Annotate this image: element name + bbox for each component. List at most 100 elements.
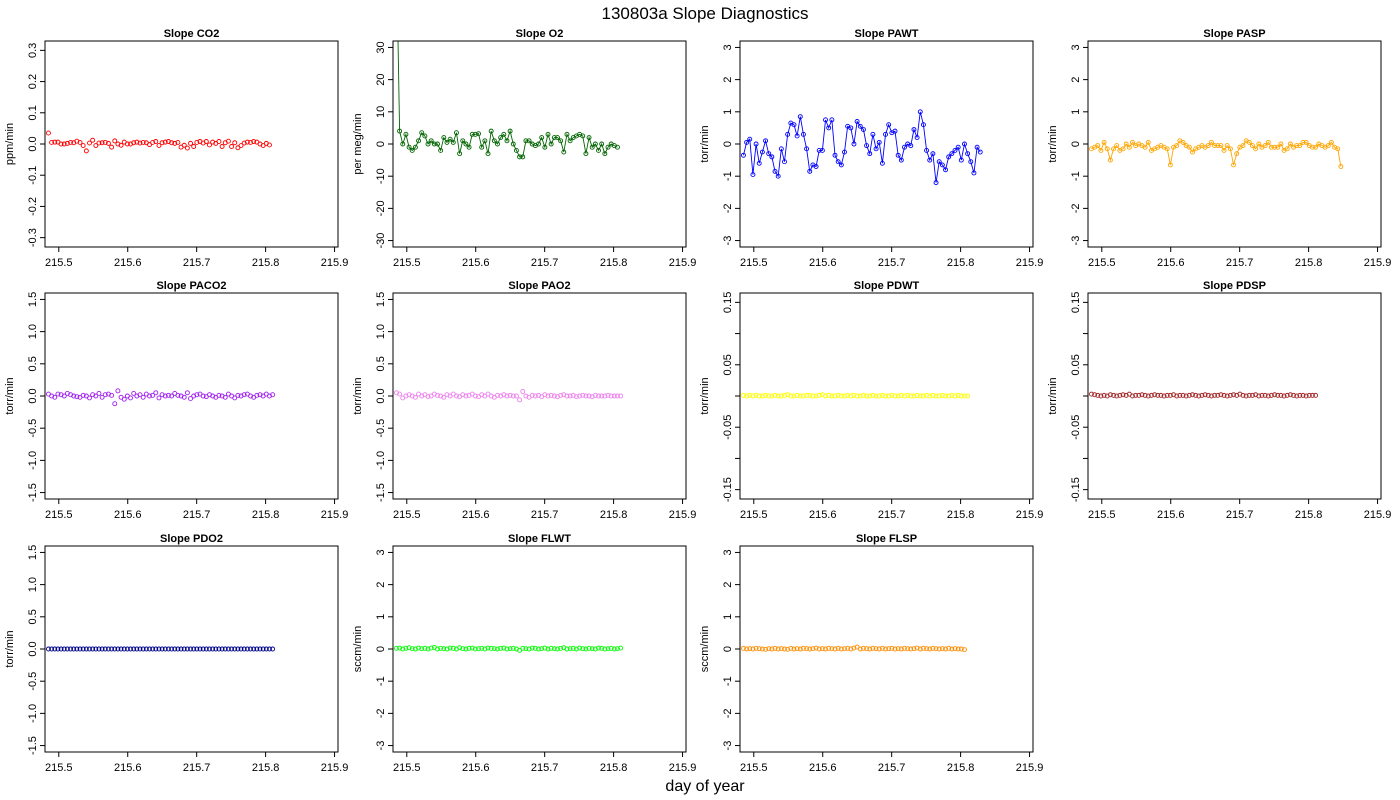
data-point: [898, 646, 904, 652]
data-point: [898, 157, 904, 163]
data-point: [96, 140, 102, 146]
data-point: [911, 393, 917, 399]
data-point: [794, 392, 800, 398]
data-point: [892, 128, 898, 134]
data-point: [968, 159, 974, 165]
data-point: [450, 645, 456, 651]
data-point: [520, 154, 526, 160]
data-point: [1114, 143, 1120, 149]
y-axis-label: sccm/min: [352, 626, 364, 672]
x-tick-label: 215.8: [600, 257, 628, 269]
data-point: [876, 139, 882, 145]
data-point: [615, 144, 620, 150]
x-tick-label: 215.9: [1016, 257, 1044, 269]
data-point: [1104, 146, 1110, 152]
data-point: [797, 114, 803, 120]
y-tick-label: 1: [375, 614, 387, 620]
data-point: [1278, 141, 1284, 147]
data-point: [207, 142, 212, 148]
data-point: [150, 139, 156, 145]
data-point: [873, 646, 879, 652]
data-point: [965, 151, 971, 157]
data-point: [744, 646, 750, 652]
data-point: [1284, 392, 1290, 398]
data-point: [952, 393, 958, 399]
data-point: [124, 141, 130, 147]
data-point: [463, 646, 469, 652]
y-tick-label: -3: [375, 741, 387, 751]
data-point: [567, 393, 573, 399]
data-point: [744, 139, 750, 145]
data-point: [453, 130, 459, 136]
y-tick-label: -30: [375, 233, 387, 249]
data-point: [498, 645, 504, 651]
data-point: [819, 646, 825, 652]
data-point: [105, 646, 111, 652]
data-point: [466, 144, 472, 150]
y-tick-label: 2: [375, 582, 387, 588]
data-point: [775, 393, 781, 399]
data-point: [1130, 393, 1135, 399]
data-point: [99, 140, 105, 146]
data-point: [450, 139, 456, 145]
data-point: [460, 646, 466, 652]
y-tick-label: -1: [722, 676, 734, 686]
data-point: [838, 646, 844, 652]
data-point: [835, 645, 841, 651]
data-point: [241, 392, 247, 398]
y-tick-label: 0.0: [27, 136, 39, 151]
data-point: [930, 645, 936, 651]
data-point: [1161, 393, 1167, 399]
y-tick-label: -1.5: [27, 736, 39, 755]
data-point: [118, 142, 124, 148]
data-point: [216, 646, 222, 652]
y-tick-label: -0.5: [27, 672, 39, 691]
data-point: [955, 144, 961, 150]
data-point: [545, 646, 551, 652]
data-point: [225, 138, 231, 144]
data-point: [895, 646, 901, 652]
data-point: [469, 131, 475, 137]
y-tick-label: 1.5: [375, 292, 387, 307]
data-point: [87, 646, 92, 652]
chart-panel: Slope CO2 ppm/min 215.5 215.6 215.7 215.8 215.…: [4, 28, 348, 269]
data-point: [137, 140, 143, 146]
x-tick-label: 215.6: [114, 762, 142, 774]
data-point: [958, 393, 964, 399]
plot-frame: [739, 40, 1034, 248]
data-point: [536, 646, 541, 652]
data-point: [1328, 139, 1334, 145]
data-point: [769, 646, 775, 652]
data-point: [397, 391, 403, 397]
data-point: [52, 646, 58, 652]
data-point: [886, 393, 892, 399]
data-point: [409, 646, 415, 652]
data-point: [794, 646, 800, 652]
data-point: [200, 393, 206, 399]
data-point: [510, 141, 516, 147]
data-point: [479, 144, 485, 150]
data-point: [235, 646, 241, 652]
data-point: [791, 122, 797, 128]
y-tick-label: -3: [1070, 236, 1082, 246]
data-point: [873, 393, 879, 399]
data-point: [1174, 143, 1180, 149]
data-point: [495, 141, 500, 147]
data-point: [90, 646, 96, 652]
data-point: [153, 390, 159, 396]
data-point: [1310, 144, 1315, 150]
data-point: [860, 392, 866, 398]
data-point: [156, 143, 162, 149]
x-tick-label: 215.5: [45, 762, 73, 774]
data-point: [927, 646, 933, 652]
data-point: [920, 645, 926, 651]
data-point: [472, 131, 478, 137]
data-point: [96, 390, 102, 396]
data-point: [1167, 162, 1173, 168]
data-point: [513, 393, 519, 399]
data-point: [80, 143, 86, 149]
data-point: [238, 143, 244, 149]
data-point: [406, 645, 412, 651]
y-axis-label: torr/min: [4, 377, 16, 414]
data-point: [1114, 393, 1120, 399]
